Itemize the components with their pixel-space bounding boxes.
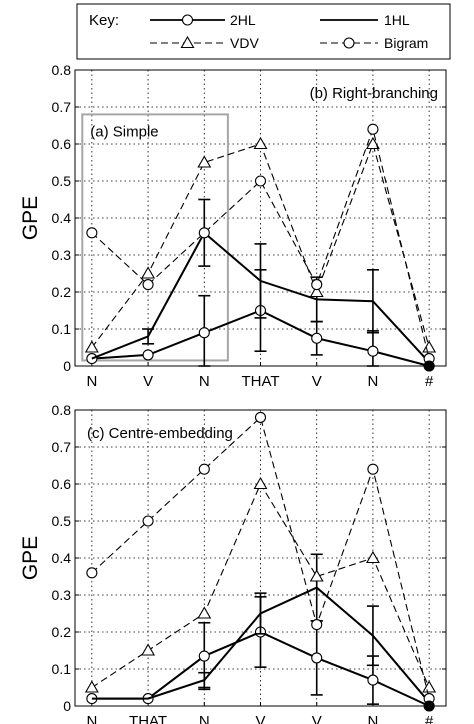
series-vdv bbox=[84, 136, 437, 353]
point-bigram bbox=[198, 227, 210, 239]
point-2hl bbox=[142, 349, 154, 361]
point-vdv bbox=[141, 643, 156, 656]
y-tick-label: 0 bbox=[63, 698, 71, 714]
x-tick-label: # bbox=[425, 713, 434, 724]
y-tick-label: 0.7 bbox=[52, 439, 72, 455]
x-tick-label: N bbox=[368, 713, 379, 724]
point-vdv bbox=[365, 136, 380, 150]
point-bigram bbox=[86, 567, 98, 579]
legend-label-bigram: Bigram bbox=[384, 35, 428, 51]
point-2hl bbox=[198, 650, 210, 662]
point-vdv bbox=[197, 155, 212, 168]
x-tick-label: N bbox=[368, 373, 379, 390]
point-vdv bbox=[422, 680, 437, 693]
legend-marker-bigram bbox=[343, 37, 355, 49]
x-tick-label: V bbox=[312, 373, 322, 390]
inset-box-simple bbox=[81, 113, 229, 362]
point-vdv bbox=[422, 340, 437, 353]
y-tick-label: 0.1 bbox=[52, 321, 72, 337]
point-bigram bbox=[142, 279, 154, 291]
point-bigram bbox=[311, 619, 323, 631]
inset-label: (a) Simple bbox=[90, 123, 158, 140]
point-vdv bbox=[309, 569, 324, 582]
point-bigram bbox=[254, 175, 267, 187]
panel-label: (c) Centre-embedding bbox=[87, 425, 233, 442]
point-vdv bbox=[141, 266, 156, 279]
x-tick-label: V bbox=[312, 713, 322, 724]
x-tick-label: N bbox=[86, 373, 97, 390]
panel-right-branching: (a) Simple 0 0.1 0.2 0.3 0.4 0.5 0.6 0.7 0.8 N V N TH… bbox=[19, 62, 447, 390]
y-tick-label: 0.6 bbox=[52, 136, 72, 152]
legend-label-2hl: 2HL bbox=[230, 12, 256, 28]
y-tick-label: 0.7 bbox=[52, 99, 72, 115]
point-bigram bbox=[311, 279, 323, 291]
legend-frame bbox=[76, 3, 451, 60]
y-tick-label: 0.4 bbox=[52, 210, 72, 226]
end-point bbox=[423, 700, 435, 712]
x-tick-label: THAT bbox=[241, 373, 279, 390]
legend-label-vdv: VDV bbox=[230, 35, 259, 51]
series-bigram bbox=[86, 411, 435, 705]
point-vdv bbox=[253, 476, 268, 490]
point-vdv bbox=[84, 340, 99, 353]
point-2hl bbox=[311, 652, 323, 664]
legend-marker-2hl bbox=[181, 14, 194, 26]
y-tick-label: 0.1 bbox=[52, 661, 72, 677]
y-tick-label: 0.5 bbox=[52, 173, 72, 189]
point-2hl bbox=[198, 327, 210, 339]
point-bigram bbox=[367, 463, 379, 475]
point-vdv bbox=[84, 680, 99, 693]
point-vdv bbox=[197, 606, 212, 619]
panel-label: (b) Right-branching bbox=[310, 85, 438, 102]
y-tick-label: 0.6 bbox=[52, 476, 72, 492]
point-2hl bbox=[311, 332, 323, 344]
y-tick-label: 0.5 bbox=[52, 513, 72, 529]
legend: Key: 2HL 1HL VDV Bigram bbox=[76, 3, 451, 60]
point-bigram bbox=[142, 515, 154, 527]
end-point bbox=[423, 360, 435, 372]
y-tick-label: 0 bbox=[63, 358, 71, 374]
y-tick-label: 0.4 bbox=[52, 550, 72, 566]
series-bigram bbox=[86, 123, 435, 365]
y-tick-label: 0.8 bbox=[52, 402, 72, 418]
x-tick-label: # bbox=[425, 373, 434, 390]
y-tick-label: 0.2 bbox=[52, 284, 72, 300]
legend-title: Key: bbox=[89, 12, 119, 29]
point-bigram bbox=[86, 227, 98, 239]
y-axis-label: GPE bbox=[19, 536, 42, 580]
x-tick-label: N bbox=[199, 373, 210, 390]
x-tick-label: V bbox=[143, 373, 153, 390]
x-tick-label: V bbox=[255, 713, 265, 724]
point-bigram bbox=[367, 123, 379, 135]
y-axis-label: GPE bbox=[19, 196, 42, 240]
legend-label-1hl: 1HL bbox=[384, 12, 410, 28]
point-vdv bbox=[365, 550, 380, 564]
y-tick-label: 0.2 bbox=[52, 624, 72, 640]
panel-centre-embedding: 0 0.1 0.2 0.3 0.4 0.5 0.6 0.7 0.8 N THAT N V V N # GPE (c… bbox=[19, 402, 447, 724]
y-tick-label: 0.3 bbox=[52, 587, 72, 603]
point-2hl bbox=[367, 345, 379, 357]
x-tick-label: N bbox=[86, 713, 97, 724]
point-bigram bbox=[254, 411, 267, 423]
y-tick-label: 0.8 bbox=[52, 62, 72, 78]
legend-marker-vdv bbox=[180, 35, 195, 49]
x-tick-label: N bbox=[199, 713, 210, 724]
x-tick-label: THAT bbox=[129, 713, 167, 724]
point-bigram bbox=[198, 463, 210, 475]
point-vdv bbox=[309, 284, 324, 298]
y-tick-label: 0.3 bbox=[52, 247, 72, 263]
series-vdv bbox=[84, 476, 437, 693]
point-vdv bbox=[253, 136, 268, 150]
point-2hl bbox=[367, 674, 379, 686]
